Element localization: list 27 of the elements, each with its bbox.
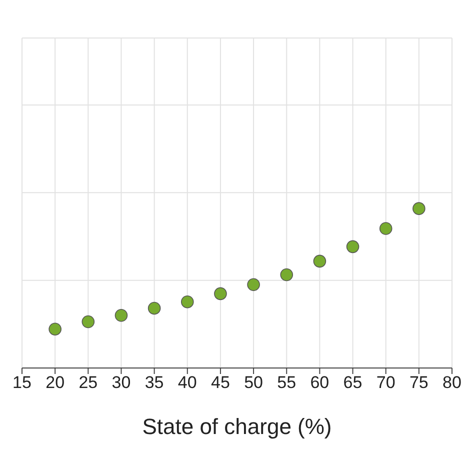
x-tick-label: 40	[178, 373, 197, 392]
x-tick-label: 60	[310, 373, 330, 392]
point	[114, 308, 128, 322]
point	[214, 287, 227, 300]
x-axis-title: State of charge (%)	[142, 414, 332, 439]
x-tick-label: 30	[112, 373, 131, 392]
x-tick-label: 75	[409, 373, 428, 392]
x-tick-label: 55	[277, 373, 296, 392]
x-tick-label: 80	[442, 373, 462, 392]
x-tick-label: 70	[376, 373, 396, 392]
point	[148, 302, 161, 315]
point	[247, 278, 260, 292]
x-tick-label: 35	[144, 373, 164, 392]
point	[280, 268, 294, 282]
x-tick-label: 50	[244, 373, 263, 392]
x-tick-label: 25	[78, 373, 98, 392]
point	[346, 240, 360, 254]
x-tick-label: 20	[46, 373, 65, 392]
point	[82, 315, 95, 328]
point	[412, 202, 426, 215]
x-tick-label: 15	[12, 373, 32, 392]
x-tick-label: 65	[343, 373, 362, 392]
point	[180, 295, 194, 308]
point	[379, 222, 392, 235]
point	[313, 254, 326, 268]
point	[48, 322, 62, 336]
x-tick-label: 45	[211, 373, 230, 392]
